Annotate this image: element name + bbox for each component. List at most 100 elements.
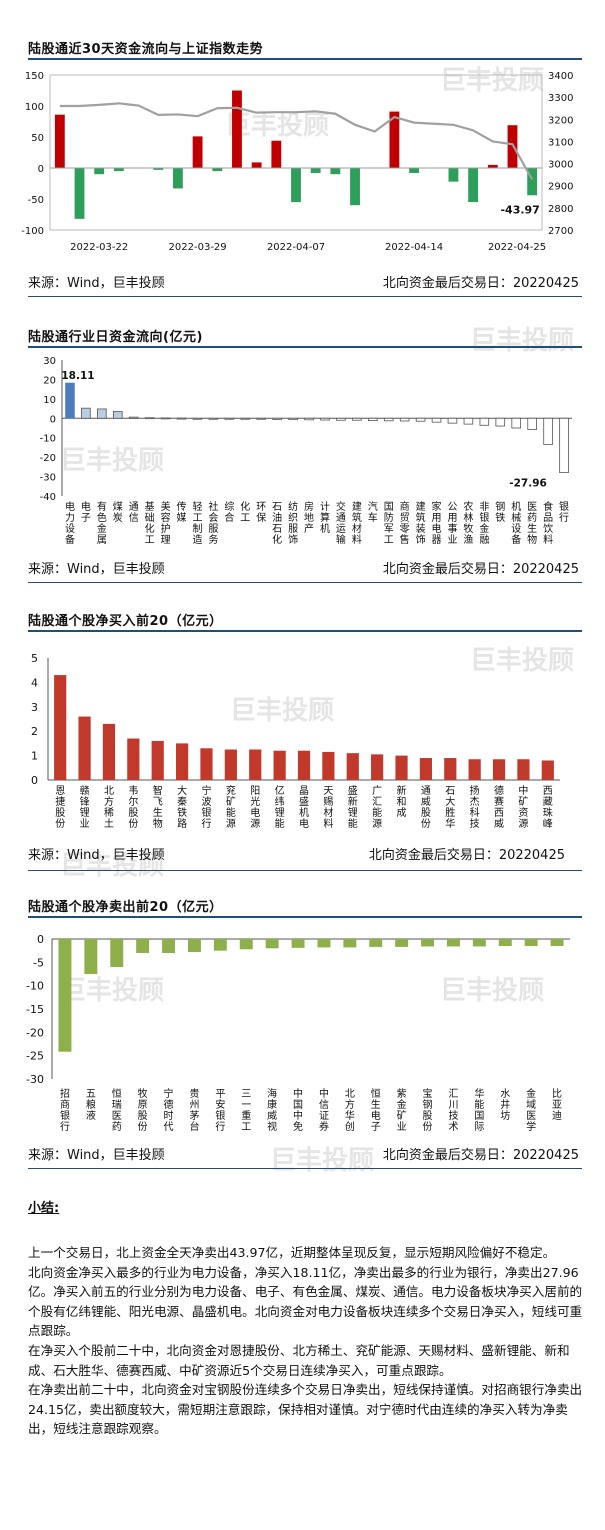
right-axis-tick-label: 2900 (548, 182, 573, 193)
sell-bar (421, 939, 435, 947)
category-label: 家用电器 (432, 500, 442, 546)
category-label: 大秦铁路 (177, 784, 187, 830)
industry-bar (288, 417, 298, 421)
sell-bar (446, 939, 460, 947)
index-line (59, 102, 534, 181)
buy-bar (151, 740, 164, 780)
sell-bar (291, 939, 305, 948)
category-label: 贵州茅台 (189, 1087, 199, 1133)
left-axis-tick-label: 150 (25, 71, 44, 82)
category-label: 韦尔股份 (128, 785, 138, 830)
buy-bar (127, 738, 140, 780)
y-tick-label: -30 (26, 1073, 44, 1086)
sell-bar (472, 939, 486, 947)
chart2-source: 来源：Wind，巨丰投顾 (28, 562, 165, 577)
category-label: 广汇能源 (372, 785, 382, 830)
chart4-last-trade-date: 北向资金最后交易日：20220425 (382, 1148, 579, 1163)
flow-bar (212, 168, 223, 172)
sell-bar (187, 939, 201, 953)
category-label: 国防军工 (384, 501, 394, 546)
industry-bar (65, 382, 75, 419)
right-axis-tick-label: 3300 (548, 93, 573, 104)
buy-bar (395, 755, 408, 780)
chart3-title: 陆股通个股净买入前20（亿元） (28, 614, 223, 629)
y-tick-label: -10 (26, 980, 44, 993)
y-tick-label: 30 (43, 356, 56, 367)
industry-bar (447, 417, 458, 424)
buy-bar (249, 749, 262, 780)
category-label: 轻工制造 (192, 500, 202, 546)
y-tick-label: 0 (31, 774, 38, 787)
industry-bar (543, 417, 553, 445)
category-label: 基础化工 (145, 500, 155, 546)
buy-bar (54, 675, 67, 780)
plot-frame (49, 74, 543, 231)
chart1-title-rule (28, 58, 582, 60)
category-label: 中国中免 (293, 1087, 303, 1133)
industry-bar (128, 416, 139, 419)
industry-bar (144, 417, 155, 420)
category-label: 煤炭 (113, 500, 123, 524)
category-label: 电子 (81, 500, 91, 524)
category-label: 盛新锂能 (348, 784, 358, 830)
industry-bar (431, 417, 442, 423)
category-label: 石大胜华 (445, 786, 455, 830)
category-label: 环保 (256, 502, 266, 524)
buy-bar (419, 758, 432, 780)
right-axis-tick-label: 3200 (548, 115, 573, 126)
chart3-source-rule (28, 870, 582, 871)
chart1-title: 陆股通近30天资金流向与上证指数走势 (28, 42, 264, 57)
industry-bar (256, 417, 267, 420)
chart1-last-trade-date: 北向资金最后交易日：20220425 (382, 276, 579, 291)
chart2-industry-flow: -40 -30 -20 -10 0 10 20 30 电力设备电子有色金属煤炭通信基础化工美容护… (40, 356, 572, 546)
flow-bar (192, 136, 203, 168)
flow-bar (389, 111, 400, 168)
left-axis-tick-label: 100 (25, 102, 44, 113)
sell-bar (317, 939, 331, 948)
y-tick-label: 0 (50, 414, 56, 425)
industry-bar (304, 417, 314, 421)
industry-bar (208, 417, 219, 420)
industry-bar (399, 417, 410, 422)
chart1-source: 来源：Wind，巨丰投顾 (28, 276, 165, 291)
category-label: 扬杰科技 (470, 784, 480, 830)
y-tick-label: 4 (31, 676, 38, 689)
y-tick-label: 1 (31, 750, 38, 763)
category-label: 汽车 (368, 500, 378, 524)
chart1-flow-index: -100 -50 0 50 100 150 2700 2800 2900 3000 3100 3200… (21, 71, 573, 253)
left-axis-tick-label: 50 (31, 133, 44, 144)
category-label: 计算机 (320, 500, 330, 535)
y-tick-label: -15 (26, 1003, 44, 1016)
flow-bar (527, 168, 538, 196)
y-tick-label: 3 (31, 701, 38, 714)
category-label: 钢铁 (495, 500, 505, 524)
category-label: 德赛西威 (494, 784, 504, 830)
y-tick-label: 10 (43, 395, 56, 406)
category-label: 西藏珠峰 (543, 786, 553, 830)
sell-bar (265, 939, 279, 949)
x-tick-label: 2022-04-25 (488, 242, 546, 253)
y-tick-label: 2 (31, 725, 38, 738)
industry-bar (160, 417, 171, 420)
category-label: 华能国际 (474, 1087, 484, 1133)
flow-bar (330, 168, 341, 175)
industry-bar (463, 417, 474, 425)
chart2-title-rule (28, 346, 582, 348)
buy-bar (176, 743, 189, 780)
category-label: 石油石化 (272, 502, 282, 546)
category-label: 有色金属 (97, 500, 107, 546)
chart4-title: 陆股通个股净卖出前20（亿元） (28, 900, 223, 915)
y-tick-label: 20 (43, 375, 56, 386)
summary-paragraph: 上一个交易日，北上资金全天净卖出43.97亿，近期整体呈现反复，显示短期风险偏好… (28, 1245, 556, 1260)
industry-bar (383, 417, 394, 422)
category-label: 恒瑞医药 (112, 1087, 122, 1133)
sell-bar (524, 939, 538, 946)
flow-bar (409, 168, 419, 173)
category-label: 综合 (224, 500, 234, 524)
industry-bar (415, 417, 426, 422)
industry-bar (176, 417, 187, 420)
buy-bar (200, 748, 213, 780)
category-label: 海康威视 (267, 1087, 277, 1133)
industry-bar (320, 417, 330, 421)
flow-bar (448, 168, 459, 182)
